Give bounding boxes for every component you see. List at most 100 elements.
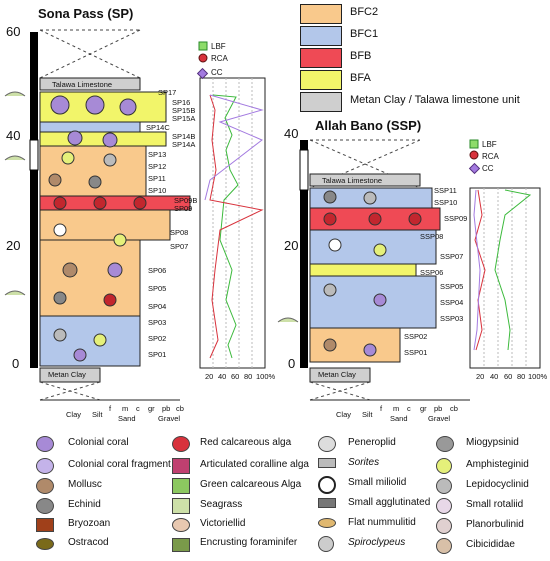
small-agglutinated-icon	[318, 498, 336, 508]
small-rotaliid-icon	[436, 498, 452, 514]
bryozoan-icon	[36, 518, 54, 532]
sorites-icon	[318, 458, 336, 468]
key-swatch-bfc2	[300, 4, 342, 24]
sp-sample-13: SP13	[148, 150, 167, 159]
spiroclypeus-icon	[318, 536, 334, 552]
ssp-legend-rca: RCA	[482, 152, 499, 161]
sp-sample-02: SP02	[148, 334, 167, 343]
sp-top-funnel	[39, 29, 141, 79]
ssp-grain-c: c	[407, 404, 411, 413]
flat-nummulitid-icon	[318, 518, 336, 528]
legend-peneroplid: Peneroplid	[348, 437, 396, 448]
ssp-legend-lbf: LBF	[482, 140, 497, 149]
seagrass-icon	[172, 498, 190, 514]
sp-depth-bar	[30, 32, 38, 368]
ssp-grain-cb: cb	[450, 404, 458, 413]
lepidocyclinid-icon	[436, 478, 452, 494]
sp-pct-40: 40	[218, 372, 227, 381]
ssp-grain-silt: Silt	[362, 410, 373, 419]
red-alga-icon	[172, 436, 190, 452]
ssp-legend-cc: CC	[482, 164, 494, 173]
sp-sample-04: SP04	[148, 302, 167, 311]
sp-sample-06: SP06	[148, 266, 167, 275]
sp-sample-15a: SP15A	[172, 114, 196, 123]
key-label-metan: Metan Clay / Talawa limestone unit	[350, 94, 520, 106]
ssp-grain-m: m	[393, 404, 400, 413]
miogypsinid-icon	[436, 436, 454, 452]
echinid-icon	[36, 498, 54, 514]
legend-amphisteginid: Amphisteginid	[466, 459, 529, 470]
sp-sample-01: SP01	[148, 350, 167, 359]
legend-planorbulinid: Planorbulinid	[466, 519, 524, 530]
sp-legend-cc: CC	[211, 68, 223, 77]
sp-tick-0: 0	[12, 356, 20, 371]
sp-grain-cb: cb	[176, 404, 184, 413]
legend-encrusting-foram: Encrusting foraminifer	[200, 537, 298, 548]
ssp-talawa-label: Talawa Limestone	[322, 176, 383, 185]
ssp-title: Allah Bano (SSP)	[315, 118, 422, 133]
ssp-pct-80: 80	[517, 372, 526, 381]
legend-echinid: Echinid	[68, 499, 101, 510]
sp-legend-rca: RCA	[211, 54, 228, 63]
ssp-grain-pb: pb	[434, 404, 443, 413]
sp-sample-09b: SP09B	[174, 196, 198, 205]
ssp-grain-clay: Clay	[336, 410, 352, 419]
sp-grain-sand: Sand	[118, 414, 136, 423]
ssp-pct-60: 60	[504, 372, 513, 381]
mollusc-icon	[36, 478, 54, 494]
ssp-fossil-icons	[323, 190, 422, 357]
legend-colonial-coral: Colonial coral	[68, 437, 129, 448]
ssp-metan-box	[309, 367, 371, 383]
legend-small-rotaliid: Small rotaliid	[466, 499, 524, 510]
key-label-bfc2: BFC2	[350, 6, 379, 18]
ssp-metan-label: Metan Clay	[318, 370, 356, 379]
legend-lepidocyclinid: Lepidocyclinid	[466, 479, 529, 490]
sp-sample-09: SP09	[174, 204, 193, 213]
sp-pct-20: 20	[205, 372, 214, 381]
cibicididae-icon	[436, 538, 452, 554]
sp-sample-12: SP12	[148, 162, 167, 171]
ssp-sample-11: SSP11	[434, 186, 457, 195]
ssp-sample-05: SSP05	[440, 282, 464, 291]
key-label-bfc1: BFC1	[350, 28, 379, 40]
ssp-sample-08: SSP08	[420, 232, 444, 241]
sp-grain-silt: Silt	[92, 410, 103, 419]
sp-sample-15b: SP15B	[172, 106, 196, 115]
green-alga-icon	[172, 478, 190, 494]
ssp-grain-sand: Sand	[390, 414, 408, 423]
encrusting-foram-icon	[172, 538, 190, 552]
legend-bryozoan: Bryozoan	[68, 518, 111, 529]
ssp-pct-100: 100%	[528, 372, 548, 381]
ssp-sample-03: SSP03	[440, 314, 464, 323]
colonial-coral-icon	[36, 436, 54, 452]
ssp-grain-gravel: Gravel	[428, 414, 451, 423]
ssp-pct-frame	[469, 187, 541, 369]
victoriellid-icon	[172, 518, 190, 532]
legend-mollusc: Mollusc	[68, 479, 102, 490]
sp-legend-lbf: LBF	[211, 42, 226, 51]
amphisteginid-icon	[436, 458, 452, 474]
sp-grain-m: m	[122, 404, 129, 413]
ssp-sample-01: SSP01	[404, 348, 428, 357]
legend-red-alga: Red calcareous alga	[200, 437, 292, 448]
legend-sorites: Sorites	[348, 457, 380, 468]
small-miliolid-icon	[318, 476, 336, 494]
sp-talawa-box	[39, 77, 141, 91]
legend-coralline-alga: Articulated coralline alga	[200, 459, 309, 470]
peneroplid-icon	[318, 436, 336, 452]
sp-pct-60: 60	[231, 372, 240, 381]
sp-metan-label: Metan Clay	[48, 370, 86, 379]
coralline-alga-icon	[172, 458, 190, 474]
key-swatch-bfa	[300, 70, 342, 90]
ssp-sample-02: SSP02	[404, 332, 428, 341]
legend-cibicididae: Cibicididae	[466, 539, 515, 550]
coral-fragment-icon	[36, 458, 54, 474]
sp-sample-16: SP16	[172, 98, 191, 107]
legend-seagrass: Seagrass	[200, 499, 243, 510]
sp-grain-pb: pb	[162, 404, 171, 413]
sp-fossil-icons	[48, 95, 147, 362]
sp-pct-80: 80	[244, 372, 253, 381]
ssp-pct-40: 40	[490, 372, 499, 381]
ssp-pct-20: 20	[476, 372, 485, 381]
